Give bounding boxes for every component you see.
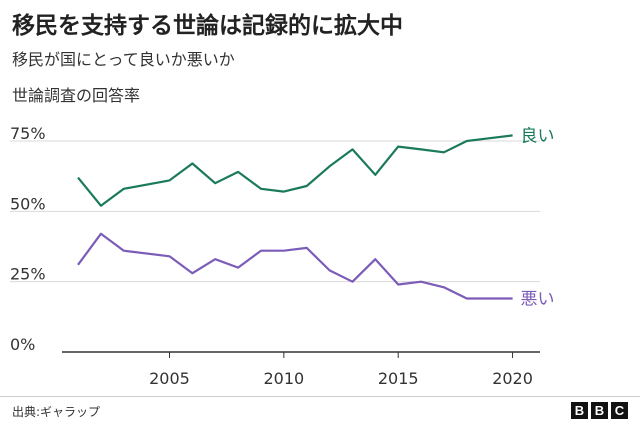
series-lines <box>77 134 513 300</box>
y-tick-label: 50% <box>10 194 46 213</box>
bbc-logo-letter-b1: B <box>571 402 588 419</box>
x-tick-label: 2020 <box>492 369 533 388</box>
y-tick-label: 0% <box>10 335 35 354</box>
footer-divider <box>0 396 640 397</box>
source-credit: 出典:ギャラップ <box>12 405 101 419</box>
chart-subtitle-2: 世論調査の回答率 <box>12 86 141 105</box>
grid-lines <box>10 140 540 283</box>
series-line-bad <box>77 232 513 300</box>
bbc-logo-letter-c: C <box>611 402 628 419</box>
x-tick-label: 2005 <box>149 369 190 388</box>
y-tick-label: 75% <box>10 124 46 143</box>
bbc-logo-letter-b2: B <box>591 402 608 419</box>
series-label-good: 良い <box>521 126 555 146</box>
bbc-logo: B B C <box>571 402 628 419</box>
x-axis <box>62 351 540 358</box>
chart-subtitle: 移民が国にとって良いか悪いか <box>12 50 235 69</box>
x-tick-label: 2015 <box>378 369 419 388</box>
series-label-bad: 悪い <box>521 290 555 310</box>
y-tick-label: 25% <box>10 265 46 284</box>
x-tick-label: 2010 <box>263 369 304 388</box>
y-tick-labels: 0% 25% 50% 75% <box>10 124 46 354</box>
x-tick-labels: 2005 2010 2015 2020 <box>149 369 533 388</box>
chart-title: 移民を支持する世論は記録的に拡大中 <box>12 13 403 39</box>
series-line-good <box>77 134 513 207</box>
